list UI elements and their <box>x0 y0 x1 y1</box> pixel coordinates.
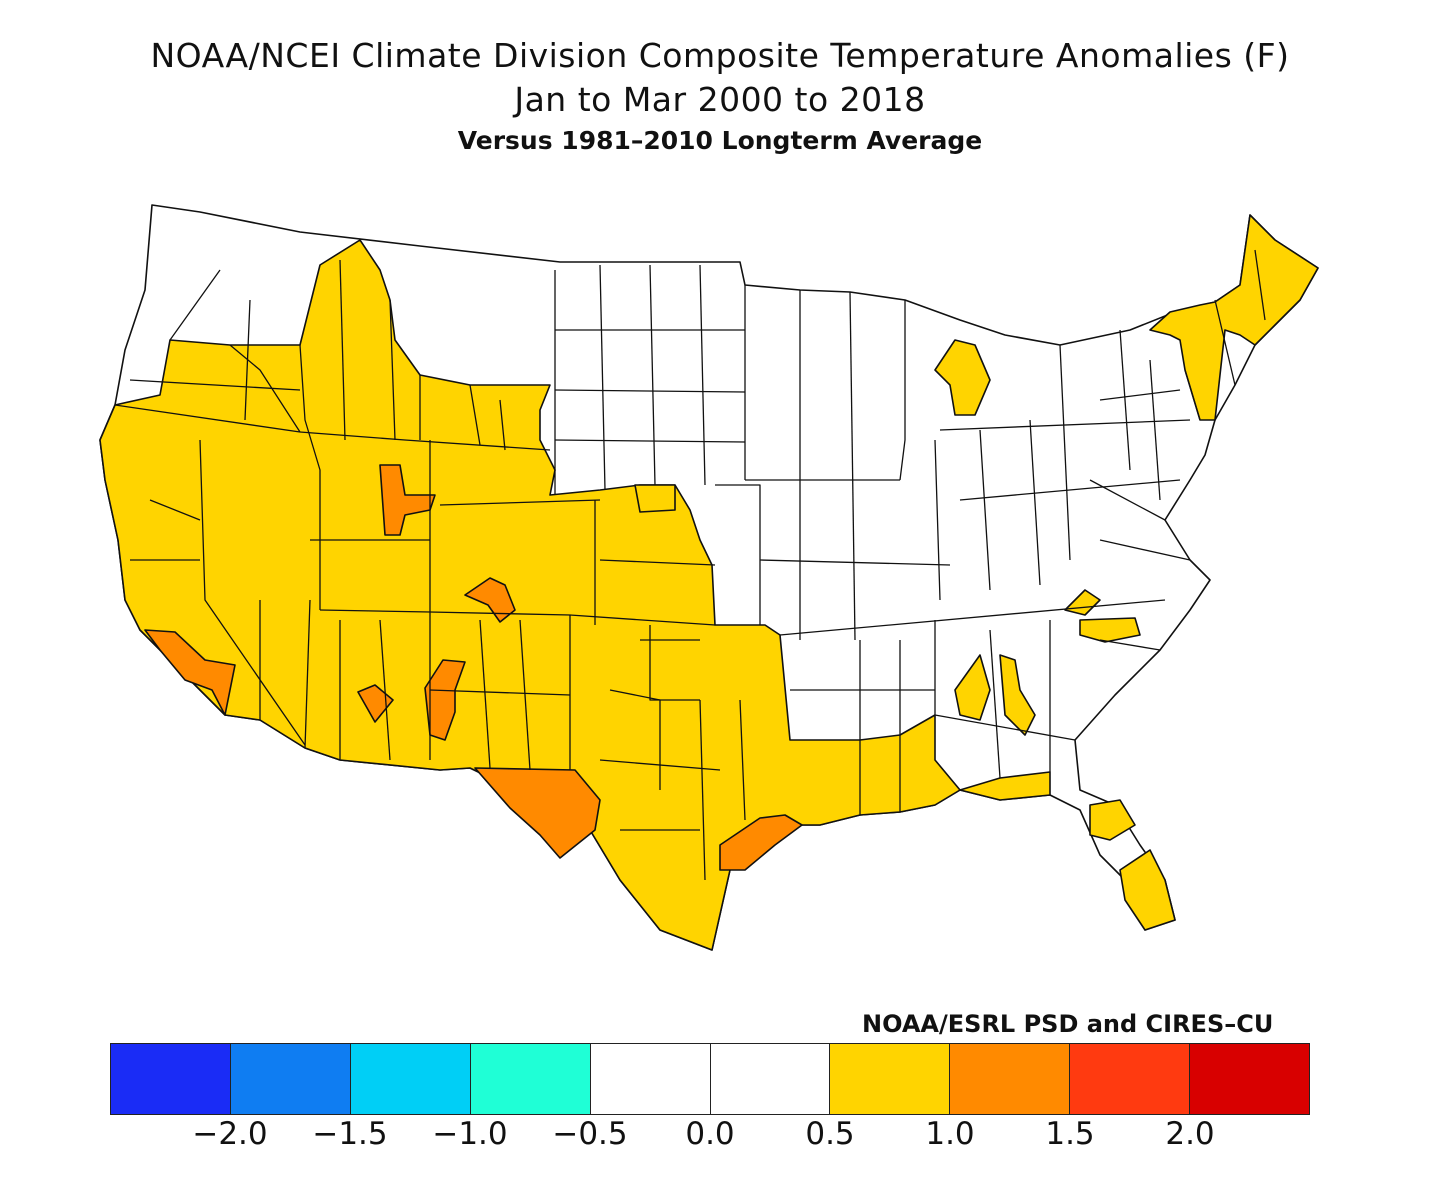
region-new-mexico <box>424 659 466 741</box>
legend-tick-label: −1.0 <box>432 1116 508 1152</box>
region-new-england <box>1149 214 1319 421</box>
legend-tick-label: −0.5 <box>552 1116 628 1152</box>
region-texas-coast <box>719 814 803 871</box>
legend-tick-label: −2.0 <box>192 1116 268 1152</box>
legend-swatch <box>950 1044 1071 1114</box>
legend-tick-label: 1.5 <box>1045 1116 1095 1152</box>
region-colorado <box>464 577 516 623</box>
region-michigan <box>934 339 991 416</box>
legend-swatch <box>111 1044 231 1114</box>
legend-swatch <box>830 1044 951 1114</box>
legend-swatch <box>1190 1044 1310 1114</box>
us-climate-division-map <box>99 204 1319 951</box>
region-alabama-east <box>999 654 1036 736</box>
legend-tick-label: 1.0 <box>925 1116 975 1152</box>
map-subtitle: Jan to Mar 2000 to 2018 <box>514 80 926 119</box>
legend-tick-label: 0.5 <box>805 1116 855 1152</box>
region-west-anomaly <box>99 239 961 951</box>
legend-swatch <box>230 1044 351 1114</box>
legend-swatch <box>470 1044 591 1114</box>
legend-swatch <box>710 1044 831 1114</box>
region-tennessee <box>1079 617 1141 643</box>
data-credit: NOAA/ESRL PSD and CIRES–CU <box>862 1010 1274 1038</box>
region-kansas-strip <box>634 484 676 513</box>
map-baseline-note: Versus 1981–2010 Longterm Average <box>457 126 983 155</box>
region-arizona <box>357 684 394 723</box>
region-panhandle <box>959 771 1051 801</box>
region-alabama-west <box>954 654 991 721</box>
region-southern-california <box>144 629 236 716</box>
legend-tick-label: 2.0 <box>1165 1116 1215 1152</box>
region-florida-south <box>1119 849 1176 931</box>
legend-swatch <box>1070 1044 1191 1114</box>
legend-swatch <box>590 1044 711 1114</box>
color-scale-legend <box>110 1043 1310 1115</box>
region-florida-north <box>1089 799 1136 841</box>
region-west-texas <box>474 767 601 859</box>
legend-tick-label: −1.5 <box>312 1116 388 1152</box>
map-title: NOAA/NCEI Climate Division Composite Tem… <box>150 36 1290 75</box>
legend-swatch <box>350 1044 471 1114</box>
legend-tick-label: 0.0 <box>685 1116 735 1152</box>
